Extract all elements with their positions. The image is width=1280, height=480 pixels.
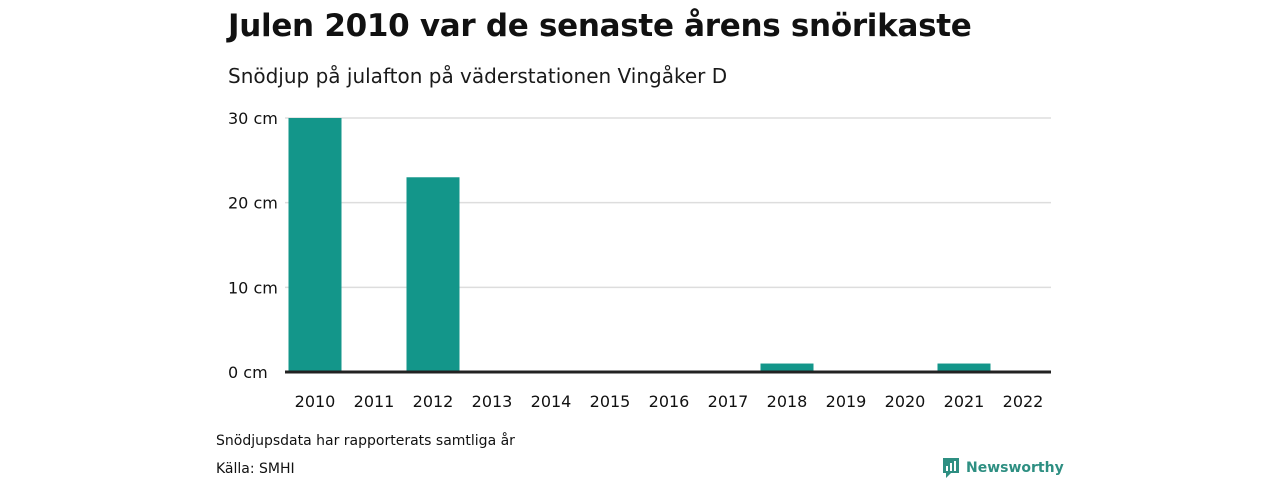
x-tick-label: 2015 bbox=[590, 392, 631, 411]
bar bbox=[406, 177, 460, 372]
bar bbox=[288, 118, 342, 372]
newsworthy-logo-icon bbox=[943, 458, 959, 478]
x-tick-label: 2022 bbox=[1003, 392, 1044, 411]
x-tick-label: 2020 bbox=[885, 392, 926, 411]
x-tick-label: 2013 bbox=[472, 392, 513, 411]
bar-chart: 0 cm 10 cm 20 cm 30 cm 2010 2011 2012 2013 2014… bbox=[228, 109, 1051, 411]
chart-title: Julen 2010 var de senaste årens snörikas… bbox=[228, 8, 972, 44]
gridlines bbox=[285, 117, 1051, 289]
x-tick-label: 2016 bbox=[649, 392, 690, 411]
y-tick-label: 30 cm bbox=[228, 109, 278, 128]
chart-subtitle: Snödjup på julafton på väderstationen Vi… bbox=[228, 64, 728, 88]
x-tick-label: 2017 bbox=[708, 392, 749, 411]
footnote: Snödjupsdata har rapporterats samtliga å… bbox=[216, 433, 515, 449]
bars bbox=[288, 118, 991, 372]
source-note: Källa: SMHI bbox=[216, 461, 295, 477]
brand-name: Newsworthy bbox=[966, 460, 1064, 476]
x-tick-label: 2011 bbox=[354, 392, 395, 411]
y-tick-label: 10 cm bbox=[228, 278, 278, 297]
x-tick-label: 2010 bbox=[295, 392, 336, 411]
brand-logo: Newsworthy bbox=[942, 457, 1064, 479]
y-axis-ticks: 0 cm 10 cm 20 cm 30 cm bbox=[228, 109, 278, 382]
bar bbox=[760, 363, 814, 372]
x-tick-label: 2019 bbox=[826, 392, 867, 411]
x-tick-label: 2021 bbox=[944, 392, 985, 411]
y-tick-label: 20 cm bbox=[228, 194, 278, 213]
x-tick-label: 2018 bbox=[767, 392, 808, 411]
x-tick-label: 2014 bbox=[531, 392, 572, 411]
x-tick-label: 2012 bbox=[413, 392, 454, 411]
x-axis-ticks: 2010 2011 2012 2013 2014 2015 2016 2017 2018 2019… bbox=[295, 392, 1044, 411]
y-tick-label: 0 cm bbox=[228, 363, 268, 382]
bar bbox=[937, 363, 991, 372]
